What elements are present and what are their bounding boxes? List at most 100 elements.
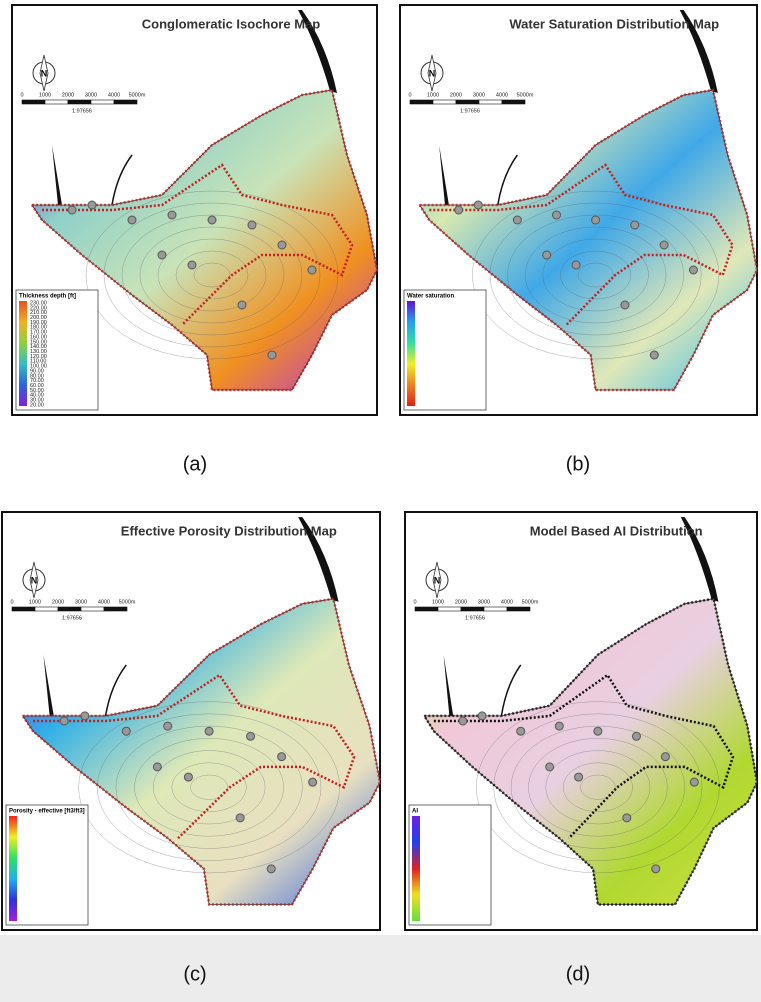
well xyxy=(593,726,603,736)
map-title: Water Saturation Distribution Map xyxy=(509,16,719,31)
scale-label: 5000m xyxy=(129,92,146,98)
legend-label: 110.00 xyxy=(30,359,46,365)
well xyxy=(121,726,131,736)
scale-label: 4000 xyxy=(496,92,508,98)
zone-boundary xyxy=(29,88,379,392)
contour-line xyxy=(528,738,668,837)
well xyxy=(651,864,661,874)
fault-line xyxy=(111,154,133,206)
compass xyxy=(432,561,442,599)
well xyxy=(235,813,245,823)
legend-title: Water saturation xyxy=(407,294,454,300)
contour-line xyxy=(193,262,231,288)
contour-line xyxy=(472,190,720,360)
map-panel: Model Based AI Distribution N 0 1000 2000 300… xyxy=(404,511,759,931)
well xyxy=(152,762,162,772)
contour-line xyxy=(152,750,266,825)
scale-label: 5000m xyxy=(517,92,534,98)
scale-label: 2000 xyxy=(450,92,462,98)
scale-segment xyxy=(501,99,526,105)
well xyxy=(277,240,287,250)
scale-label: 4000 xyxy=(501,599,513,605)
contour-line xyxy=(175,250,249,300)
scale-label: 1000 xyxy=(39,92,51,98)
legend-title: AI xyxy=(412,809,418,815)
scale-label: 5000m xyxy=(522,599,539,605)
contour-line xyxy=(190,774,229,800)
well xyxy=(308,777,318,787)
legend-label: 50.00 xyxy=(30,388,44,394)
compass-label: N xyxy=(41,68,48,78)
scale-segment xyxy=(113,99,138,105)
legend-colorbar xyxy=(412,816,420,921)
scale-segment xyxy=(80,606,105,612)
well xyxy=(591,215,601,225)
scale-label: 0 xyxy=(413,599,416,605)
zone-boundary xyxy=(422,597,759,906)
legend-label: 230.00 xyxy=(30,300,47,306)
scale-ratio: 1:97656 xyxy=(465,615,485,621)
map-title: Effective Porosity Distribution Map xyxy=(121,523,337,538)
scale-label: 0 xyxy=(10,599,13,605)
fault-line xyxy=(52,145,62,205)
legend-label: 80.00 xyxy=(30,373,44,379)
zone-boundary xyxy=(417,88,759,392)
well xyxy=(571,260,581,270)
contour-line xyxy=(121,214,303,336)
contour-line xyxy=(157,238,267,312)
legend-label: 100.00 xyxy=(30,364,47,370)
panel-caption: (c) xyxy=(183,963,206,985)
contour-line xyxy=(97,713,322,861)
fault-line xyxy=(679,10,718,93)
scale-label: 4000 xyxy=(108,92,120,98)
zone-boundary xyxy=(429,163,734,326)
well xyxy=(659,240,669,250)
well xyxy=(237,300,247,310)
legend-title: Porosity - effective [ft3/ft3] xyxy=(9,809,85,815)
legend-label: 60.00 xyxy=(30,383,44,389)
legend-label: 130.00 xyxy=(30,349,47,355)
well xyxy=(87,200,97,210)
well xyxy=(207,215,217,225)
well xyxy=(67,205,77,215)
well xyxy=(630,220,640,230)
scale-label: 3000 xyxy=(75,599,87,605)
scale-segment xyxy=(506,606,531,612)
scale-segment xyxy=(103,606,128,612)
well xyxy=(545,762,555,772)
contour-line xyxy=(103,202,321,348)
legend-label: 20.00 xyxy=(30,402,44,408)
well xyxy=(688,265,698,275)
well xyxy=(246,731,256,741)
fault-line xyxy=(500,664,522,717)
scale-label: 4000 xyxy=(98,599,110,605)
panel-caption: (d) xyxy=(566,963,590,985)
zone-boundary xyxy=(20,597,382,906)
scale-segment xyxy=(409,99,434,105)
well xyxy=(266,864,276,874)
legend-box xyxy=(15,289,99,411)
legend-box xyxy=(408,804,492,926)
compass-label: N xyxy=(434,575,441,585)
well xyxy=(473,200,483,210)
panel-caption: (b) xyxy=(566,453,590,475)
well xyxy=(187,260,197,270)
well xyxy=(163,721,173,731)
contour-line xyxy=(545,750,651,825)
well xyxy=(542,250,552,260)
contour-line xyxy=(139,226,285,324)
scale-segment xyxy=(455,99,480,105)
scale-label: 0 xyxy=(20,92,23,98)
zone-boundary xyxy=(33,673,356,840)
well xyxy=(167,210,177,220)
contour-line xyxy=(542,238,649,312)
well xyxy=(59,716,69,726)
compass xyxy=(39,54,49,92)
scale-segment xyxy=(437,606,462,612)
scale-label: 0 xyxy=(408,92,411,98)
contour-line xyxy=(560,250,632,300)
scale-segment xyxy=(57,606,82,612)
fault-line xyxy=(104,664,127,717)
well xyxy=(204,726,214,736)
